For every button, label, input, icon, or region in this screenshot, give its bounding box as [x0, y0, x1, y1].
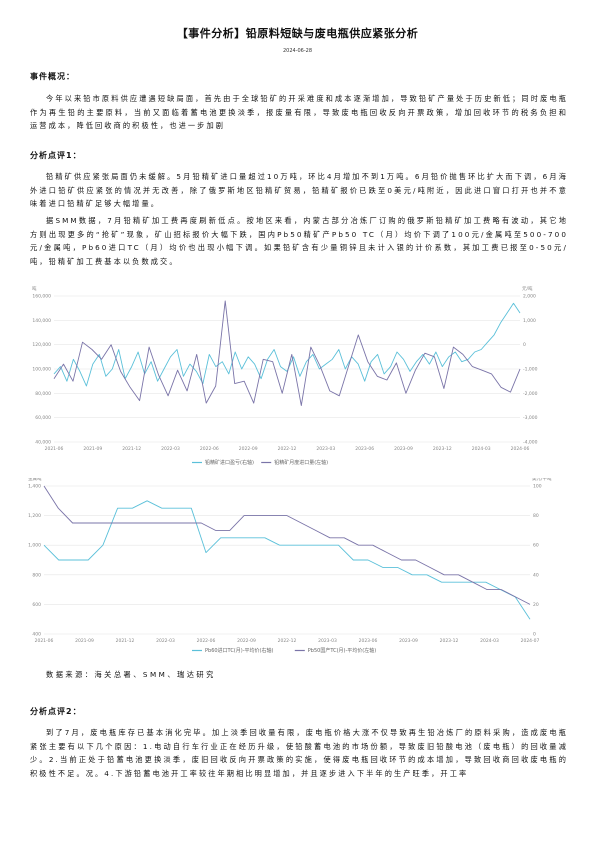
x-tick-label: 2023-12: [433, 446, 452, 452]
y-left-tick-label: 1,000: [28, 543, 41, 549]
y-right-tick-label: -3,000: [523, 415, 538, 421]
y-left-tick-label: 40,000: [35, 440, 51, 446]
x-tick-label: 2023-03: [318, 638, 337, 644]
y-left-tick-label: 400: [32, 632, 41, 638]
comment1-paragraph-b: 据SMM数据，7月铅精矿加工费再度刷新低点。按地区来看，内蒙古部分冶炼厂订购的俄…: [30, 216, 568, 266]
x-tick-label: 2021-09: [83, 446, 102, 452]
y-left-tick-label: 1,200: [28, 513, 41, 519]
x-tick-label: 2021-12: [116, 638, 135, 644]
y-left-tick-label: 600: [32, 602, 41, 608]
x-tick-label: 2024-03: [480, 638, 499, 644]
series-line-2: [53, 300, 521, 406]
y-right-unit-label: 美元/干吨: [532, 478, 552, 482]
y-left-tick-label: 160,000: [32, 294, 51, 300]
comment1-heading: 分析点评1：: [30, 151, 82, 160]
y-right-unit-label: 元/吨: [522, 285, 533, 292]
x-tick-label: 2023-06: [355, 446, 374, 452]
y-left-tick-label: 800: [32, 572, 41, 578]
y-left-unit-label: 元/金属吨: [28, 478, 42, 482]
comment1-paragraph-a: 铅精矿供应紧张局面仍未缓解。5月铅精矿进口量超过10万吨，环比4月增加不到1万吨…: [30, 172, 568, 208]
y-right-tick-label: 100: [533, 484, 542, 490]
x-tick-label: 2022-06: [200, 446, 219, 452]
legend-label: 铅精矿月度进口量(左轴): [274, 459, 328, 466]
x-tick-label: 2021-06: [35, 638, 54, 644]
import-volume-profit-chart: 吨 元/吨 160,000 2,000 140,000 1,000 120,000 0 100,…: [32, 285, 538, 466]
y-left-tick-label: 80,000: [35, 391, 51, 397]
x-tick-label: 2022-09: [237, 638, 256, 644]
legend-label: Pb60进口TC(月)-平均价(右轴): [205, 647, 273, 654]
x-tick-label: 2024-06: [511, 446, 530, 452]
y-right-tick-label: 60: [533, 543, 539, 549]
document-date: 2024-06-28: [282, 48, 313, 54]
y-right-tick-label: 2,000: [523, 294, 536, 300]
y-left-tick-label: 60,000: [35, 415, 51, 421]
y-right-tick-label: -4,000: [523, 440, 538, 446]
x-tick-label: 2024-03: [472, 446, 491, 452]
x-tick-label: 2022-09: [239, 446, 258, 452]
x-tick-label: 2021-06: [45, 446, 64, 452]
x-tick-label: 2022-12: [278, 638, 297, 644]
x-tick-label: 2023-09: [394, 446, 413, 452]
y-left-tick-label: 1,400: [28, 484, 41, 490]
y-right-tick-label: -2,000: [523, 391, 538, 397]
document-title: 【事件分析】铅原料短缺与废电瓶供应紧张分析: [176, 27, 419, 40]
series-line-1: [43, 500, 531, 620]
series-line-2: [43, 485, 531, 605]
y-right-tick-label: 0: [533, 632, 536, 638]
y-right-tick-label: 0: [523, 342, 526, 348]
x-tick-label: 2023-09: [399, 638, 418, 644]
comment2-heading: 分析点评2：: [30, 707, 82, 716]
x-tick-label: 2022-06: [197, 638, 216, 644]
y-left-unit-label: 吨: [32, 285, 37, 292]
legend-label: 铅精矿进口盈亏(右轴): [205, 459, 254, 466]
y-right-tick-label: 20: [533, 602, 539, 608]
x-tick-label: 2021-12: [122, 446, 141, 452]
overview-heading: 事件概况：: [30, 72, 75, 81]
overview-paragraph: 今年以来铅市原料供应遭遇短缺局面，首先由于全球铅矿的开采难度和成本逐渐增加，导致…: [30, 94, 568, 130]
x-tick-label: 2024-07: [521, 638, 540, 644]
comment2-paragraph: 到了7月，废电瓶库存已基本消化完毕。加上淡季回收量有限，废电瓶价格大涨不仅导致再…: [30, 728, 568, 778]
x-tick-label: 2022-12: [278, 446, 297, 452]
y-right-tick-label: 80: [533, 513, 539, 519]
data-source-note: 数据来源：海关总署、SMM、瑞达研究: [46, 670, 216, 679]
y-right-tick-label: 40: [533, 572, 539, 578]
tc-price-chart: 元/金属吨 美元/干吨 1,400 100 1,200 80 1,000 60 800 40 600…: [28, 478, 552, 654]
y-left-tick-label: 140,000: [32, 318, 51, 324]
y-right-tick-label: 1,000: [523, 318, 536, 324]
legend-label: Pb50国产TC(月)-平均价(左轴): [308, 647, 376, 654]
y-left-tick-label: 120,000: [32, 342, 51, 348]
x-tick-label: 2022-03: [161, 446, 180, 452]
x-tick-label: 2021-09: [75, 638, 94, 644]
y-left-tick-label: 100,000: [32, 367, 51, 373]
x-tick-label: 2022-03: [156, 638, 175, 644]
x-tick-label: 2023-03: [316, 446, 335, 452]
series-line-1: [53, 302, 521, 387]
x-tick-label: 2023-12: [440, 638, 459, 644]
x-tick-label: 2023-06: [359, 638, 378, 644]
y-right-tick-label: -1,000: [523, 367, 538, 373]
